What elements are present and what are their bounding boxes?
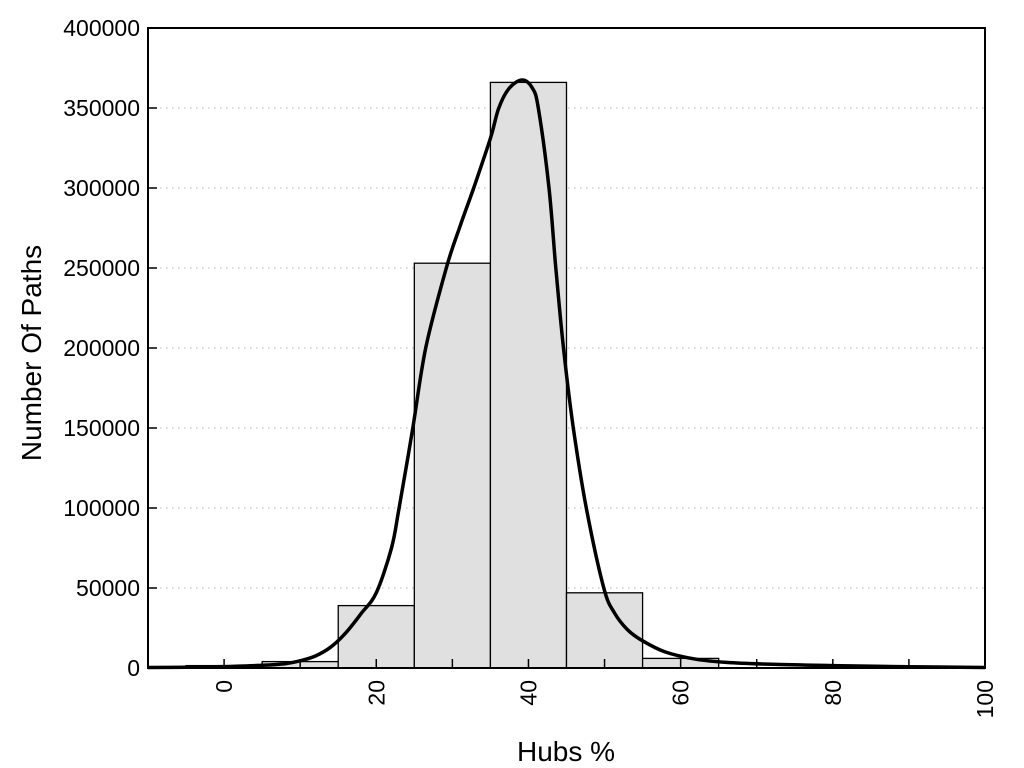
y-tick-label: 250000 — [63, 255, 140, 281]
y-tick-label: 350000 — [63, 95, 140, 121]
x-tick-label: 100 — [972, 680, 998, 718]
density-curve — [147, 78, 986, 670]
histogram-bar — [565, 592, 644, 669]
x-tick-label: 20 — [363, 680, 389, 706]
histogram-bar — [413, 262, 492, 669]
histogram-bar — [337, 604, 415, 669]
x-tick-label: 80 — [820, 680, 846, 706]
y-tick-label: 100000 — [63, 495, 140, 521]
y-tick-label: 150000 — [63, 415, 140, 441]
x-tick-label: 40 — [516, 680, 542, 706]
x-tick-label: 60 — [668, 680, 694, 706]
y-tick-label: 0 — [127, 655, 140, 681]
y-axis-title: Number Of Paths — [16, 244, 47, 462]
x-tick-label: 0 — [211, 680, 237, 693]
y-tick-label: 200000 — [63, 335, 140, 361]
y-tick-label: 50000 — [76, 575, 140, 601]
x-axis-title: Hubs % — [516, 736, 616, 767]
histogram-bar — [489, 81, 568, 669]
y-tick-label: 300000 — [63, 175, 140, 201]
y-tick-label: 400000 — [63, 15, 140, 41]
